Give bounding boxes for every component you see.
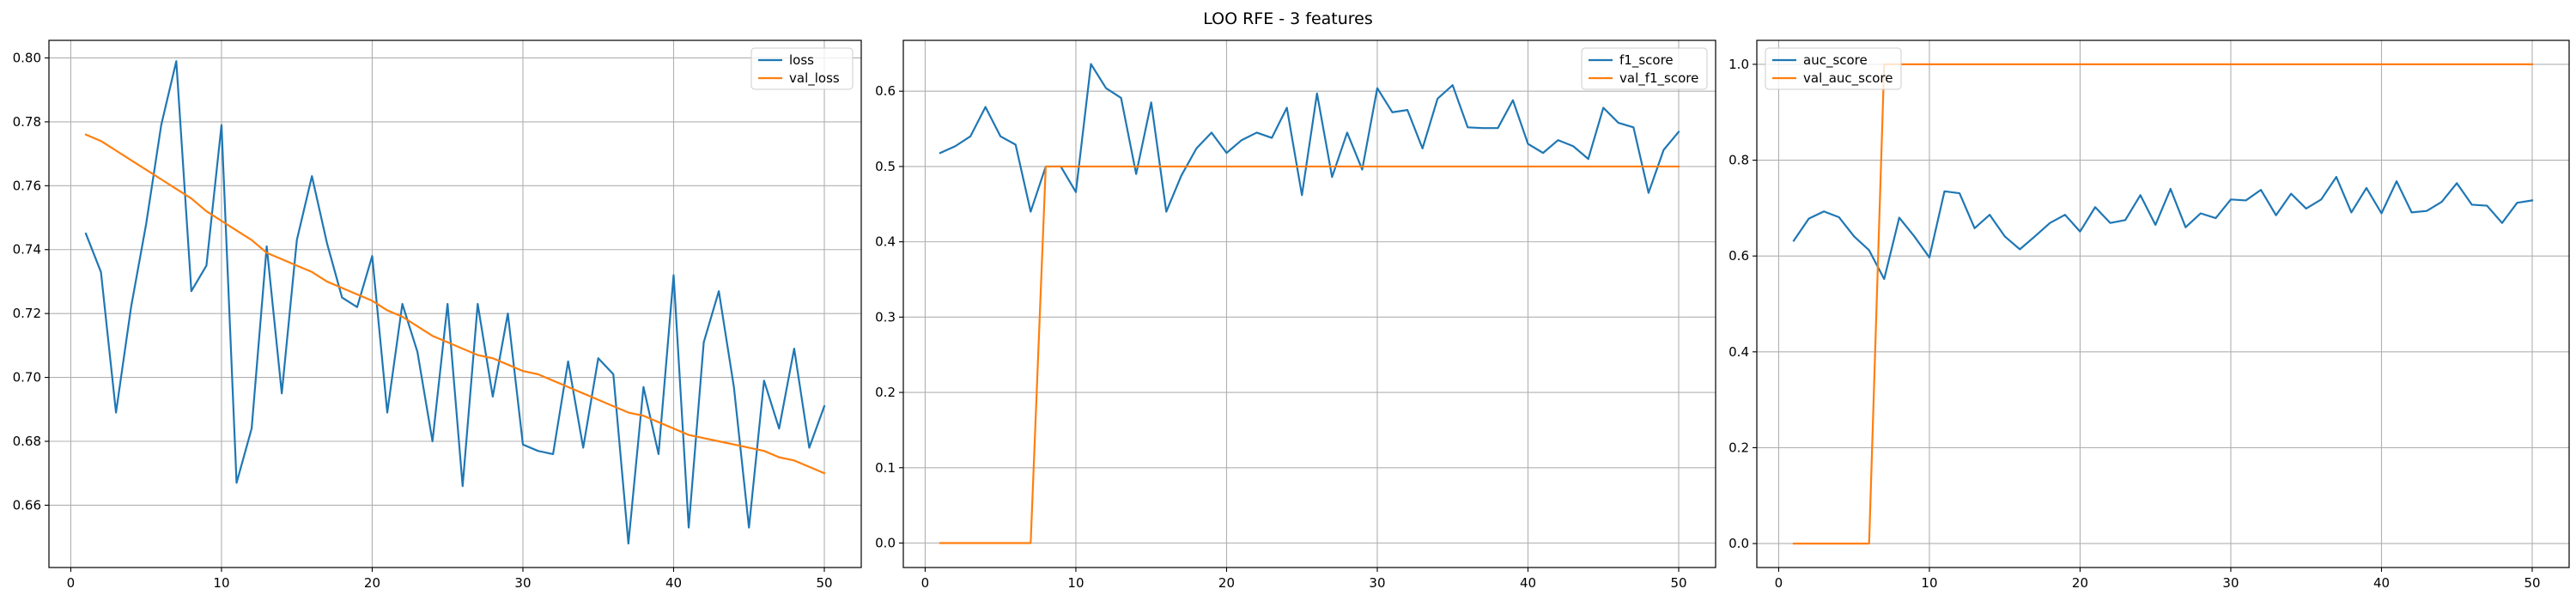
y-tick-label: 0.4 xyxy=(875,234,896,250)
x-tick-label: 50 xyxy=(1670,575,1686,591)
series-line-loss xyxy=(84,60,826,545)
axes-frame xyxy=(1756,39,2570,568)
legend-label: val_auc_score xyxy=(1803,70,1893,87)
x-tick-label: 0 xyxy=(1775,575,1783,591)
y-tick-label: 0.2 xyxy=(1728,440,1749,455)
x-tick-label: 40 xyxy=(2373,575,2390,591)
y-tick-label: 0.70 xyxy=(13,370,41,385)
legend: loss val_loss xyxy=(750,47,854,90)
y-tick-label: 0.0 xyxy=(1728,536,1749,551)
y-tick-label: 0.74 xyxy=(13,242,41,258)
x-tick-label: 50 xyxy=(816,575,832,591)
subplot-1: 0 10 20 30 40 50 0.66 0.68 0.70 0.72 0.74 0.76 0.78 0… xyxy=(13,39,862,591)
ticks: 0 10 20 30 40 50 0.66 0.68 0.70 0.72 0.74 0.76 0.78 0… xyxy=(13,50,833,591)
subplots: 0 10 20 30 40 50 0.66 0.68 0.70 0.72 0.74 0.76 0.78 0… xyxy=(13,39,2570,591)
y-tick-label: 0.6 xyxy=(1728,248,1749,264)
subplot-3: 0 10 20 30 40 50 0.0 0.2 0.4 0.6 0.8 1.0 auc_scoreva… xyxy=(1728,39,2570,591)
figure-title: LOO RFE - 3 features xyxy=(1203,9,1373,28)
x-tick-label: 0 xyxy=(67,575,76,591)
x-tick-label: 20 xyxy=(2072,575,2088,591)
y-tick-label: 0.72 xyxy=(13,306,41,321)
y-tick-label: 0.68 xyxy=(13,434,41,449)
x-tick-label: 30 xyxy=(514,575,531,591)
y-tick-label: 1.0 xyxy=(1728,57,1749,72)
legend-box xyxy=(1765,47,1902,90)
x-tick-label: 30 xyxy=(2222,575,2239,591)
x-tick-label: 10 xyxy=(1067,575,1084,591)
x-tick-label: 20 xyxy=(364,575,380,591)
y-tick-label: 0.8 xyxy=(1728,153,1749,168)
legend-label: f1_score xyxy=(1619,52,1674,69)
y-tick-label: 0.5 xyxy=(875,159,896,174)
x-tick-label: 40 xyxy=(1520,575,1536,591)
series-line-auc-score xyxy=(1792,175,2534,281)
x-tick-label: 20 xyxy=(1218,575,1235,591)
x-tick-label: 40 xyxy=(665,575,682,591)
y-tick-label: 0.80 xyxy=(13,50,41,65)
legend-label: val_loss xyxy=(789,70,840,87)
series-line-f1-score xyxy=(939,63,1680,213)
y-tick-label: 0.2 xyxy=(875,385,896,400)
y-tick-label: 0.0 xyxy=(875,535,896,550)
axes-frame xyxy=(48,39,862,568)
y-tick-label: 0.1 xyxy=(875,460,896,476)
series-line-val-loss xyxy=(84,133,826,475)
y-tick-label: 0.6 xyxy=(875,83,896,99)
x-tick-label: 10 xyxy=(213,575,229,591)
x-tick-label: 30 xyxy=(1369,575,1385,591)
x-tick-label: 10 xyxy=(1921,575,1937,591)
x-tick-label: 0 xyxy=(921,575,930,591)
ticks: 0 10 20 30 40 50 0.0 0.2 0.4 0.6 0.8 1.0 xyxy=(1728,57,2540,591)
series-line-val-auc-score xyxy=(1792,63,2534,545)
legend-label: loss xyxy=(789,52,814,68)
axes-frame xyxy=(902,39,1716,568)
legend-box xyxy=(1581,47,1708,90)
legend-label: val_f1_score xyxy=(1619,70,1698,87)
series-line-val-f1-score xyxy=(939,165,1680,544)
y-tick-label: 0.66 xyxy=(13,497,41,513)
y-tick-label: 0.4 xyxy=(1728,344,1749,360)
x-tick-label: 50 xyxy=(2524,575,2540,591)
y-tick-label: 0.76 xyxy=(13,178,41,193)
y-tick-label: 0.78 xyxy=(13,114,41,130)
legend-label: auc_score xyxy=(1803,52,1868,69)
subplot-2: 0 10 20 30 40 50 0.0 0.1 0.2 0.3 0.4 0.5 0.6 f1_score… xyxy=(875,39,1716,591)
ticks: 0 10 20 30 40 50 0.0 0.1 0.2 0.3 0.4 0.5 0.6 xyxy=(875,83,1686,591)
y-tick-label: 0.3 xyxy=(875,309,896,325)
